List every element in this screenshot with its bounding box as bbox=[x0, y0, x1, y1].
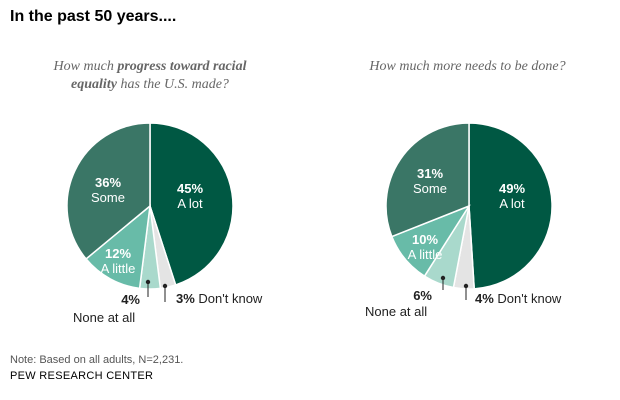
pie-1-label-none-at-all: None at all bbox=[365, 304, 427, 319]
left-question-part-4: has the U.S. made? bbox=[116, 77, 229, 92]
pie-0-slice-a-lot bbox=[149, 122, 234, 286]
pie-1-pct-a-lot: 49% bbox=[499, 181, 525, 196]
pie-1-label-some: Some bbox=[413, 181, 447, 196]
pie-1-pct-none-at-all: 6% bbox=[413, 288, 432, 303]
chart-title: In the past 50 years.... bbox=[10, 8, 177, 25]
pie-0-pct-none-at-all: 4% bbox=[121, 292, 140, 307]
right-chart-question: How much more needs to be done? bbox=[369, 59, 566, 74]
pie-1-pct-a-little: 10% bbox=[412, 232, 438, 247]
pie-0-pct-a-lot: 45% bbox=[177, 181, 203, 196]
pie-1-outside-dont-know: 4% Don't know bbox=[475, 291, 562, 306]
pie-0-dot-dont-know bbox=[162, 283, 168, 289]
left-question-part-1: How much bbox=[53, 59, 118, 74]
pie-1-slice-a-lot bbox=[468, 122, 553, 290]
pie-1-label-a-little: A little bbox=[408, 247, 443, 262]
left-question-part-2: progress toward racial bbox=[117, 59, 247, 74]
pie-1-dot-none-at-all bbox=[440, 275, 446, 281]
pie-0-label-a-little: A little bbox=[101, 261, 136, 276]
source-label: PEW RESEARCH CENTER bbox=[10, 370, 154, 382]
pie-0-slice-some bbox=[66, 122, 151, 260]
left-question-part-3: equality bbox=[71, 77, 117, 92]
pie-0-slice-a-little bbox=[84, 204, 151, 290]
pie-0-dot-none-at-all bbox=[145, 279, 151, 285]
pie-1-label-dont-know: Don't know bbox=[494, 291, 562, 306]
pie-1-slice-some bbox=[385, 122, 470, 238]
left-chart-question: How much progress toward racial equality… bbox=[20, 58, 280, 94]
pie-0-label-some: Some bbox=[91, 190, 125, 205]
pie-0-outside-dont-know: 3% Don't know bbox=[176, 291, 263, 306]
pie-0-label-a-lot: A lot bbox=[177, 196, 203, 211]
pie-0-pct-dont-know: 3% bbox=[176, 291, 195, 306]
pie-0-pct-some: 36% bbox=[95, 175, 121, 190]
pie-1-pct-dont-know: 4% bbox=[475, 291, 494, 306]
footnote: Note: Based on all adults, N=2,231. bbox=[10, 354, 184, 366]
pie-1-dot-dont-know bbox=[463, 283, 469, 289]
pie-1-pct-some: 31% bbox=[417, 166, 443, 181]
pie-0-label-none-at-all: None at all bbox=[73, 310, 135, 325]
pie-1-label-a-lot: A lot bbox=[499, 196, 525, 211]
pie-0-pct-a-little: 12% bbox=[105, 246, 131, 261]
pie-0-label-dont-know: Don't know bbox=[195, 291, 263, 306]
